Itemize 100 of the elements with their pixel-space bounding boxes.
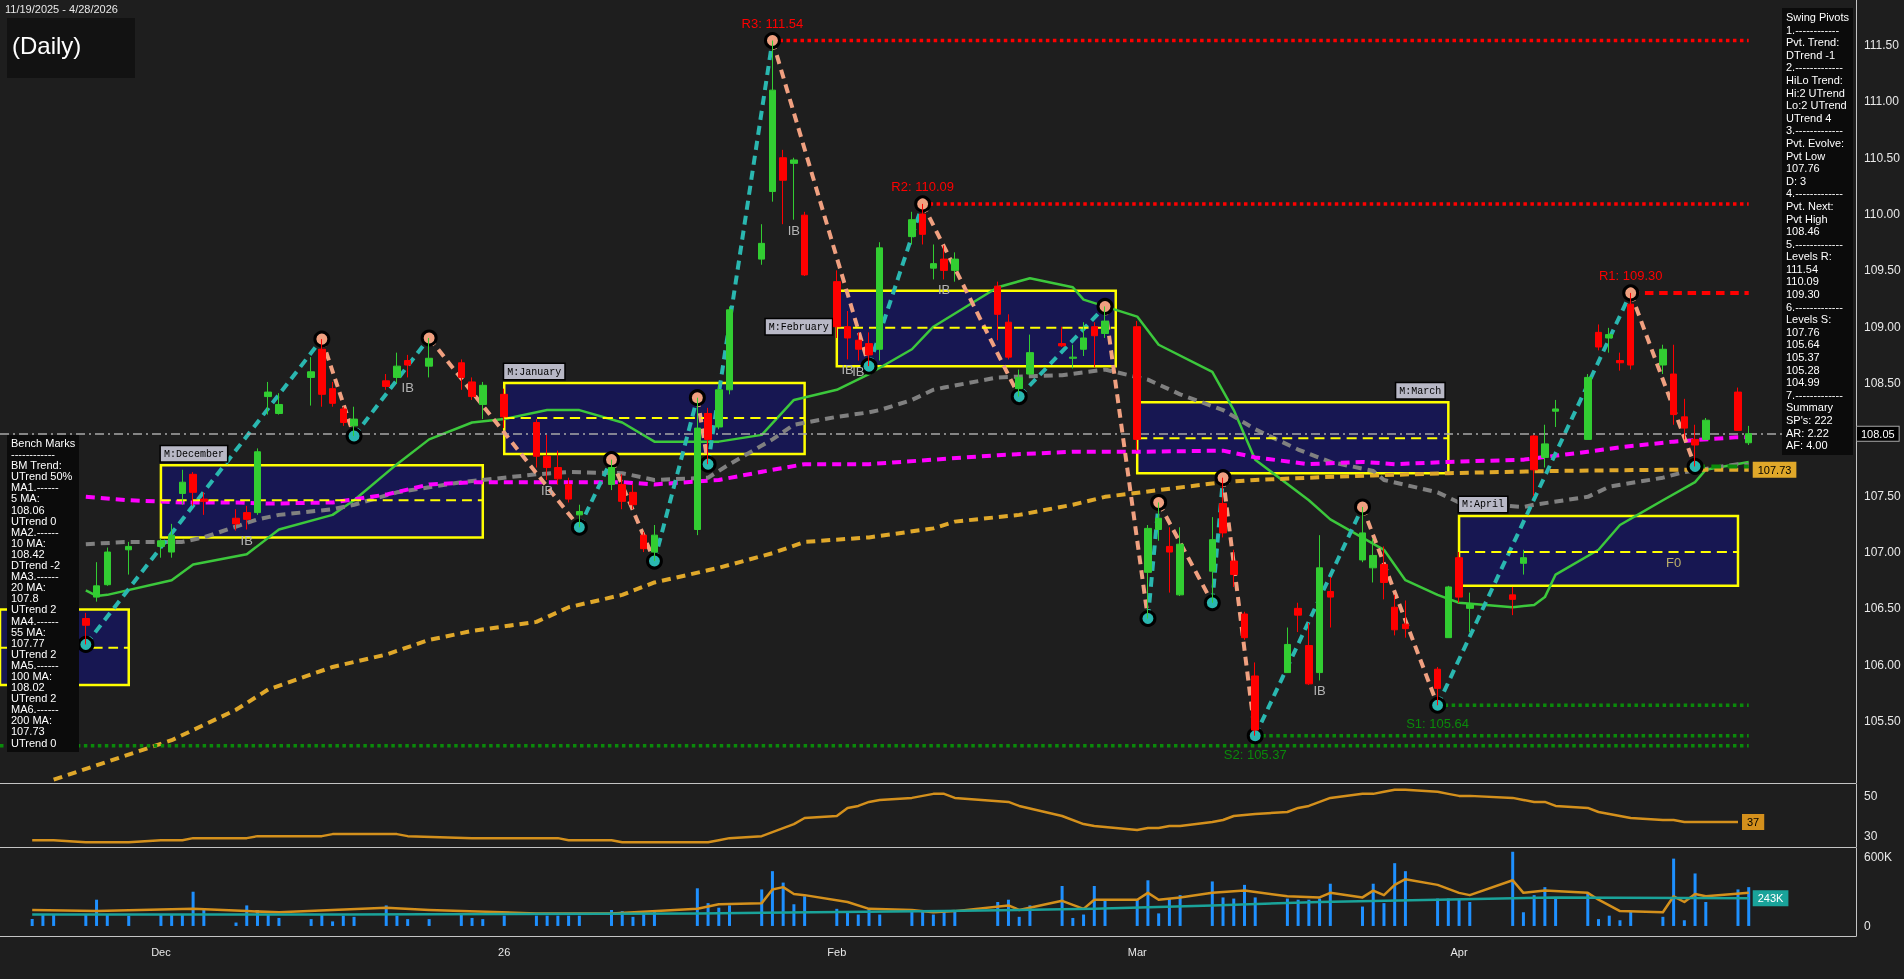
candlestick <box>1541 424 1549 469</box>
text: (Daily) <box>7 18 135 78</box>
bar <box>1521 912 1525 926</box>
text: Bench Marks ------------ BM Trend: UTrend 50% MA1.------ 5 MA: 108.06 UTrend 0 MA2.------ 10 MA: 108.42 DTrend -2 MA3.------ 20 MA: 107.8 UTrend 2 MA4.------ 55 MA: 107.77 UTrend 2 MA5.------ 100 MA: 108.02 UTrend 2 MA6.------ 200 MA: 107.73 UTrend 0 <box>11 437 76 749</box>
candlestick <box>833 269 841 339</box>
point <box>1622 284 1640 302</box>
candlestick <box>1659 344 1667 375</box>
point <box>77 635 95 653</box>
candlestick <box>500 388 508 429</box>
bar <box>1071 917 1075 926</box>
ref-line-label: 108.05 <box>1861 427 1895 440</box>
candlestick <box>125 541 132 576</box>
point <box>313 330 331 348</box>
text: Swing Pivots 1.------------ Pvt. Trend: DTrend -1 2.------------- HiLo Trend: Hi:2 UTrend Lo:2 UTrend UTrend 4 3.------------- Pvt. Evolve: Pvt Low 107.76 D: 3 4.------------- Pvt. Next: Pvt High 108.46 5.------------- Levels R: 111.54 110.09 109.30 6.------------- Levels S: 107.76 105.64 105.37 105.28 104.99 7.------------- Summary SP's: 222 AR: 2.22 AF: 4.00 <box>1786 11 1849 452</box>
y-tick-label: 111.50 <box>1864 38 1900 53</box>
y-tick-label: 109.00 <box>1864 319 1902 334</box>
candlestick <box>1026 334 1034 376</box>
bar <box>341 915 345 926</box>
bar <box>931 914 935 926</box>
candlestick <box>232 508 240 532</box>
candlestick <box>1402 599 1409 639</box>
candlestick <box>876 241 883 362</box>
bar <box>1457 899 1461 926</box>
candlestick <box>779 149 787 225</box>
candlestick <box>1359 506 1366 563</box>
candlestick <box>1069 344 1077 369</box>
candlestick <box>715 383 723 430</box>
candlestick <box>157 538 165 559</box>
candlestick <box>458 358 465 391</box>
bar <box>1436 898 1440 926</box>
candlestick <box>554 450 562 485</box>
candlestick <box>855 331 862 362</box>
candlestick <box>307 356 315 407</box>
y-tick-label: 30 <box>1864 829 1878 844</box>
y-tick-label: 107.50 <box>1864 488 1902 503</box>
bar <box>309 919 313 926</box>
point <box>688 389 706 407</box>
candlestick <box>382 373 390 391</box>
candlestick <box>1015 369 1023 398</box>
candlestick <box>1133 320 1141 452</box>
point <box>1096 297 1114 315</box>
candlestick <box>1552 399 1559 428</box>
candlestick <box>629 483 637 510</box>
point <box>699 455 717 473</box>
candlestick <box>82 612 90 645</box>
y-tick-label: 110.50 <box>1864 150 1901 165</box>
candlestick <box>1284 627 1291 674</box>
candlestick <box>468 376 476 401</box>
data-label: 107.73 <box>1757 463 1792 476</box>
bar <box>395 915 399 926</box>
bar <box>352 916 356 926</box>
bar <box>234 922 238 926</box>
bar <box>1661 916 1665 926</box>
candlestick <box>1176 526 1184 597</box>
candlestick <box>1080 321 1087 357</box>
candlestick <box>318 338 326 408</box>
candlestick <box>104 547 111 587</box>
candlestick <box>576 504 583 528</box>
candlestick <box>940 245 948 280</box>
candlestick <box>1520 549 1527 576</box>
candlestick <box>1702 417 1710 440</box>
candlestick <box>1058 326 1066 348</box>
bar <box>1285 898 1289 926</box>
bar <box>556 915 560 926</box>
candlestick <box>758 223 765 266</box>
bar <box>1157 913 1161 926</box>
bar <box>481 919 485 926</box>
y-tick-label: 0 <box>1864 918 1871 933</box>
y-tick-label: 105.50 <box>1864 714 1902 729</box>
candlestick <box>1670 344 1677 426</box>
candlestick <box>1627 292 1634 371</box>
y-tick-label: 108.50 <box>1864 376 1902 391</box>
bar <box>1618 920 1622 926</box>
annotation: S2: 105.37 <box>1223 746 1287 762</box>
bar <box>534 915 538 926</box>
annotation: M:January <box>507 366 562 378</box>
candlestick <box>726 305 733 395</box>
bar <box>953 911 957 926</box>
candlestick <box>479 381 487 420</box>
bar <box>856 914 860 926</box>
candlestick <box>1391 594 1398 636</box>
candlestick <box>1219 477 1227 538</box>
annotation: S1: 105.64 <box>1406 716 1470 732</box>
candlestick <box>264 381 272 416</box>
annotation: IB <box>401 380 414 396</box>
candlestick <box>608 459 615 491</box>
candlestick <box>565 477 572 503</box>
candlestick <box>243 505 251 531</box>
bar <box>878 914 882 926</box>
candlestick <box>994 281 1001 341</box>
candlestick <box>404 354 411 378</box>
candlestick <box>1209 516 1216 604</box>
bar <box>331 921 335 926</box>
candlestick <box>1745 425 1752 446</box>
bar <box>127 915 131 926</box>
point <box>1354 498 1371 516</box>
candlestick <box>1605 327 1613 354</box>
point <box>603 451 621 469</box>
candlestick <box>1241 611 1248 641</box>
y-tick-label: 600K <box>1864 850 1893 865</box>
